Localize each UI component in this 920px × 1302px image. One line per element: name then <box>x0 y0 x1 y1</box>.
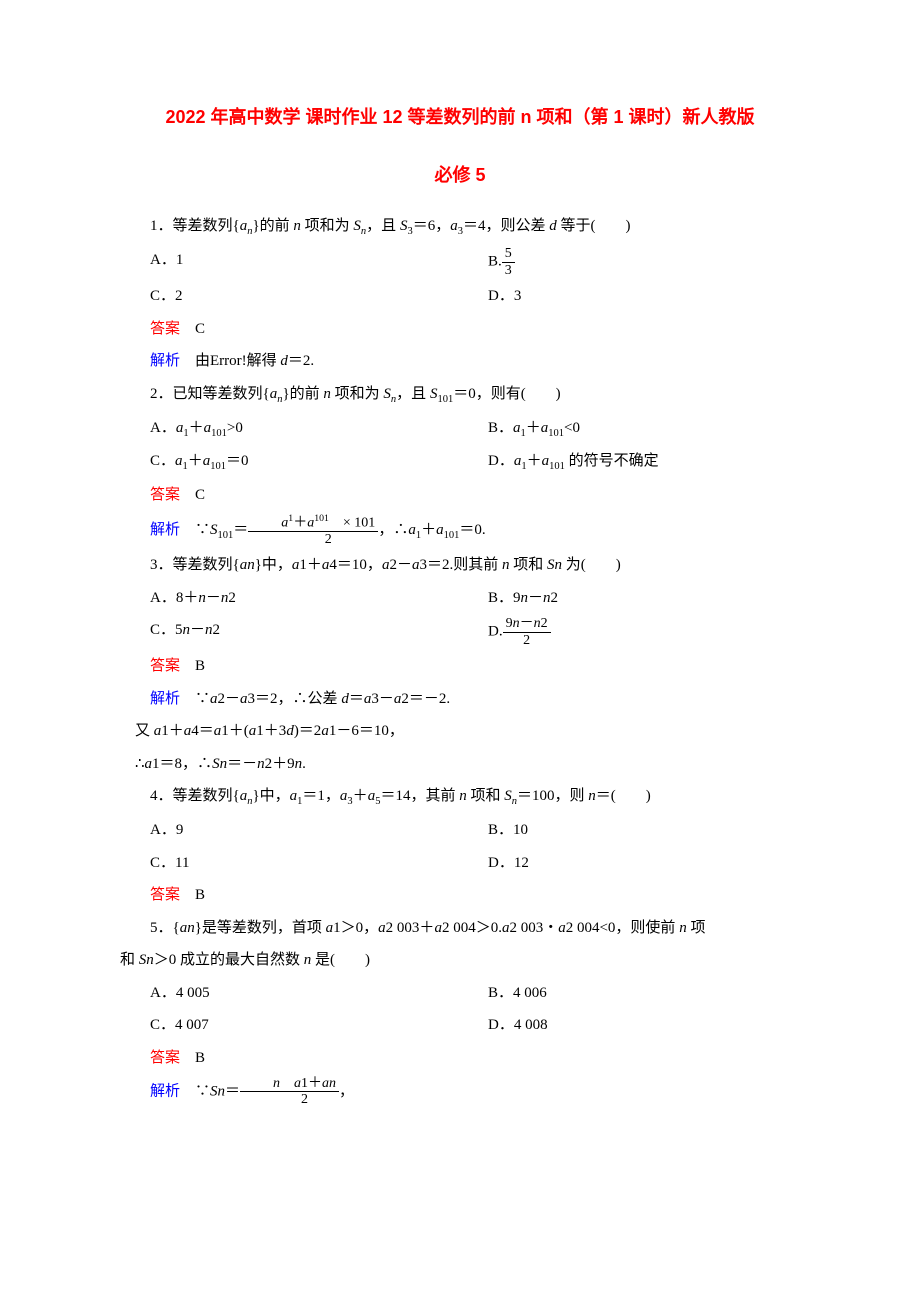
q2-answer: 答案 C <box>120 481 800 510</box>
q4-optC: C．11 <box>150 849 488 878</box>
q3-optA: A．8＋n－n2 <box>150 584 488 613</box>
q5-options-row1: A．4 005 B．4 006 <box>150 979 800 1008</box>
q4-optA: A．9 <box>150 816 488 845</box>
q1-analysis: 解析 由Error!解得 d＝2. <box>120 347 800 376</box>
question-2: 2．已知等差数列{an}的前 n 项和为 Sn，且 S101＝0，则有( ) <box>120 380 800 410</box>
q4-answer: 答案 B <box>120 881 800 910</box>
question-5: 5．{an}是等差数列，首项 a1＞0，a2 003＋a2 004＞0.a2 0… <box>120 914 800 943</box>
answer-label: 答案 <box>150 658 180 674</box>
title-main: 2022 年高中数学 课时作业 12 等差数列的前 n 项和（第 1 课时）新人… <box>120 100 800 134</box>
q1-optA: A．1 <box>150 246 488 278</box>
q2-options-row2: C．a1＋a101＝0 D．a1＋a101 的符号不确定 <box>150 447 800 477</box>
analysis-label: 解析 <box>150 1083 180 1099</box>
q1-optC: C．2 <box>150 282 488 311</box>
q1-optD: D．3 <box>488 282 800 311</box>
q1-optB: B.53 <box>488 246 800 278</box>
q3-options-row1: A．8＋n－n2 B．9n－n2 <box>150 584 800 613</box>
q1-answer: 答案 C <box>120 315 800 344</box>
answer-label: 答案 <box>150 321 180 337</box>
q5-answer: 答案 B <box>120 1044 800 1073</box>
q3-options-row2: C．5n－n2 D.9n－n22 <box>150 616 800 648</box>
question-3: 3．等差数列{an}中，a1＋a4＝10，a2－a3＝2.则其前 n 项和 Sn… <box>120 551 800 580</box>
q2-analysis: 解析 ∵S101＝a1＋a101 × 1012，∴a1＋a101＝0. <box>120 514 800 547</box>
q3-cont1: 又 a1＋a4＝a1＋(a1＋3d)＝2a1－6＝10， <box>135 717 800 746</box>
q5-options-row2: C．4 007 D．4 008 <box>150 1011 800 1040</box>
q4-optB: B．10 <box>488 816 800 845</box>
q5-analysis: 解析 ∵Sn＝n a1＋an2， <box>120 1076 800 1108</box>
q2-optB: B．a1＋a101<0 <box>488 414 800 444</box>
q5-optD: D．4 008 <box>488 1011 800 1040</box>
q2-optA: A．a1＋a101>0 <box>150 414 488 444</box>
q2-optD: D．a1＋a101 的符号不确定 <box>488 447 800 477</box>
q3-optC: C．5n－n2 <box>150 616 488 648</box>
answer-label: 答案 <box>150 1050 180 1066</box>
q4-options-row2: C．11 D．12 <box>150 849 800 878</box>
q5-cont: 和 Sn＞0 成立的最大自然数 n 是( ) <box>120 946 800 975</box>
q5-optB: B．4 006 <box>488 979 800 1008</box>
question-1: 1．等差数列{an}的前 n 项和为 Sn，且 S3＝6，a3＝4，则公差 d … <box>120 212 800 242</box>
q3-cont2: ∴a1＝8，∴Sn＝－n2＋9n. <box>135 750 800 779</box>
analysis-label: 解析 <box>150 353 180 369</box>
q1-options-row1: A．1 B.53 <box>150 246 800 278</box>
question-4: 4．等差数列{an}中，a1＝1，a3＋a5＝14，其前 n 项和 Sn＝100… <box>120 782 800 812</box>
q4-optD: D．12 <box>488 849 800 878</box>
q3-optD: D.9n－n22 <box>488 616 800 648</box>
q3-answer: 答案 B <box>120 652 800 681</box>
q3-optB: B．9n－n2 <box>488 584 800 613</box>
answer-label: 答案 <box>150 487 180 503</box>
analysis-label: 解析 <box>150 522 180 538</box>
q5-optA: A．4 005 <box>150 979 488 1008</box>
q5-optC: C．4 007 <box>150 1011 488 1040</box>
q3-analysis: 解析 ∵a2－a3＝2，∴公差 d＝a3－a2＝－2. <box>120 685 800 714</box>
q4-options-row1: A．9 B．10 <box>150 816 800 845</box>
q2-optC: C．a1＋a101＝0 <box>150 447 488 477</box>
q2-options-row1: A．a1＋a101>0 B．a1＋a101<0 <box>150 414 800 444</box>
title-sub: 必修 5 <box>120 158 800 192</box>
analysis-label: 解析 <box>150 691 180 707</box>
q1-options-row2: C．2 D．3 <box>150 282 800 311</box>
answer-label: 答案 <box>150 887 180 903</box>
